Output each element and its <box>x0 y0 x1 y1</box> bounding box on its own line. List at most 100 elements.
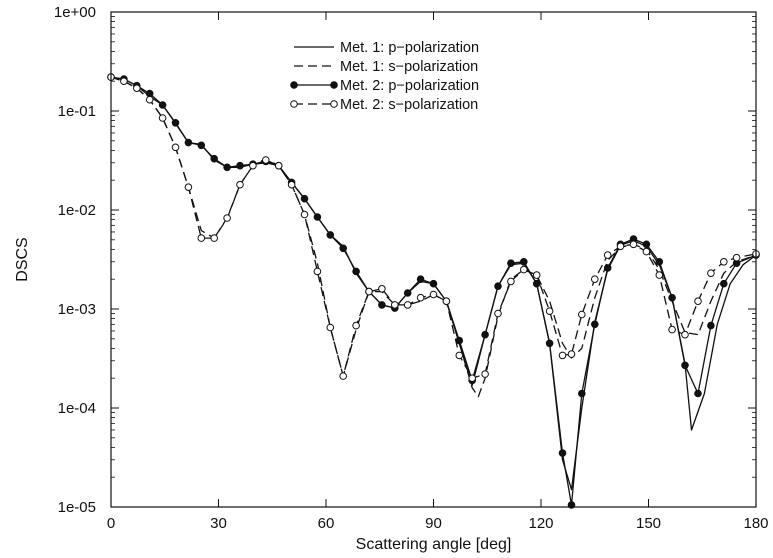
legend-marker <box>330 81 338 89</box>
x-tick-label: 30 <box>210 515 227 532</box>
data-point <box>326 323 335 332</box>
data-point <box>655 258 664 266</box>
data-point <box>171 143 180 152</box>
data-point <box>300 210 309 219</box>
y-tick-label: 1e-02 <box>58 202 96 219</box>
data-point <box>558 449 567 457</box>
series-3 <box>107 73 760 509</box>
data-point <box>694 297 702 306</box>
data-point <box>591 275 599 284</box>
legend-label: Met. 1: p−polarization <box>340 40 479 56</box>
y-tick-labels: 1e-05 1e-04 1e-03 1e-02 1e-01 1e+00 <box>54 4 96 516</box>
data-point <box>442 297 451 306</box>
data-point <box>720 279 728 288</box>
data-point <box>507 259 515 268</box>
series-4 <box>107 73 760 383</box>
data-point <box>184 183 193 191</box>
data-point <box>158 114 167 122</box>
y-tick-label: 1e+00 <box>54 4 96 21</box>
data-point <box>391 301 399 309</box>
data-point <box>545 339 554 348</box>
data-point <box>171 119 180 127</box>
data-point <box>416 293 425 302</box>
y-tick-label: 1e-03 <box>58 301 96 318</box>
data-point <box>468 374 477 383</box>
data-point <box>707 321 715 330</box>
data-point <box>720 258 728 266</box>
x-tick-labels: 0 30 60 90 120 150 180 <box>107 515 769 532</box>
y-axis-title: DSCS <box>14 237 31 281</box>
data-point <box>223 214 231 222</box>
legend-item: Met. 1: p−polarization <box>294 40 479 56</box>
data-point <box>603 264 612 272</box>
data-point <box>184 138 193 147</box>
series-layer <box>107 73 760 509</box>
data-point <box>352 321 360 330</box>
y-tick-label: 1e-01 <box>58 103 96 120</box>
x-tick-label: 60 <box>318 515 335 532</box>
data-point <box>403 289 412 297</box>
data-point <box>210 154 218 163</box>
data-point <box>681 361 689 370</box>
data-point <box>494 282 502 291</box>
data-point <box>494 309 502 318</box>
plot-frame <box>110 11 757 508</box>
data-point <box>545 307 554 316</box>
data-point <box>313 213 322 221</box>
data-point <box>455 351 464 360</box>
legend: Met. 1: p−polarization Met. 1: s−polariza… <box>290 40 479 113</box>
data-point <box>249 161 257 170</box>
data-point <box>378 301 386 309</box>
data-point <box>313 267 322 276</box>
legend-item: Met. 1: s−polarization <box>294 59 478 75</box>
data-point <box>197 141 206 150</box>
x-axis-title: Scattering angle [deg] <box>356 536 512 553</box>
data-point <box>532 271 541 279</box>
legend-label: Met. 2: p−polarization <box>340 78 479 94</box>
x-tick-label: 150 <box>636 515 661 532</box>
data-point <box>616 242 625 251</box>
data-point <box>326 231 335 239</box>
legend-label: Met. 1: s−polarization <box>340 59 478 75</box>
data-point <box>707 269 715 278</box>
data-point <box>223 163 231 172</box>
data-point <box>210 234 218 242</box>
x-tick-label: 120 <box>528 515 553 532</box>
data-point <box>158 101 167 109</box>
data-point <box>120 77 128 85</box>
legend-marker <box>290 100 298 108</box>
data-point <box>578 389 586 398</box>
legend-item: Met. 2: p−polarization <box>290 78 479 94</box>
data-point <box>567 350 576 358</box>
data-point <box>287 180 296 189</box>
data-point <box>520 258 528 266</box>
data-point <box>520 265 528 274</box>
y-tick-label: 1e-05 <box>58 499 96 516</box>
data-point <box>300 194 309 203</box>
data-point <box>133 84 141 92</box>
data-point <box>416 275 425 284</box>
data-point <box>532 279 541 288</box>
data-point <box>339 372 348 380</box>
data-point <box>352 267 360 276</box>
data-point <box>603 251 612 259</box>
data-point <box>642 247 651 256</box>
data-point <box>145 95 154 104</box>
x-tick-label: 90 <box>425 515 442 532</box>
data-point <box>378 285 386 293</box>
data-point <box>262 156 270 164</box>
data-point <box>274 161 283 170</box>
data-point <box>481 370 489 378</box>
data-point <box>681 330 689 339</box>
data-point <box>694 389 702 398</box>
data-point <box>668 293 676 302</box>
data-point <box>403 301 412 309</box>
data-point <box>429 290 438 299</box>
data-point <box>732 253 741 262</box>
legend-marker <box>290 81 298 89</box>
data-point <box>578 310 586 319</box>
y-tick-label: 1e-04 <box>58 400 96 417</box>
data-point <box>629 240 638 249</box>
